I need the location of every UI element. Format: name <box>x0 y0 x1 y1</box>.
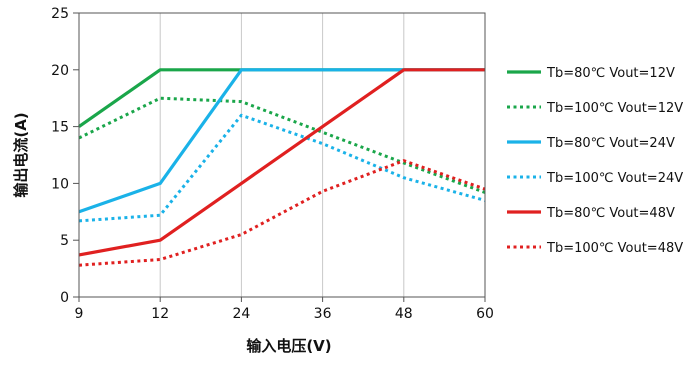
y-tick-label: 15 <box>51 120 69 136</box>
series-line-3 <box>78 68 485 214</box>
legend-label-6: Tb=100℃ Vout=48V <box>546 241 683 256</box>
axes: 0 5 10 15 20 25 9 12 24 36 48 60 <box>51 6 494 322</box>
legend-label-3: Tb=80℃ Vout=24V <box>546 136 675 151</box>
legend-label-1: Tb=80℃ Vout=12V <box>546 66 675 81</box>
y-axis-label: 输出电流(A) <box>12 112 30 197</box>
x-tick-label: 12 <box>151 306 169 322</box>
legend-label-5: Tb=80℃ Vout=48V <box>546 206 675 221</box>
x-tick-label: 36 <box>314 306 332 322</box>
y-tick-label: 0 <box>60 290 69 306</box>
x-tick-label: 24 <box>232 306 250 322</box>
series-line-2 <box>78 96 486 194</box>
legend-label-4: Tb=100℃ Vout=24V <box>546 171 683 186</box>
x-tick-label: 48 <box>395 306 413 322</box>
series-line-4 <box>78 113 486 223</box>
y-tick-label: 25 <box>51 6 69 22</box>
series-line-6 <box>78 159 486 267</box>
x-axis-label: 输入电压(V) <box>246 337 331 355</box>
x-tick-label: 9 <box>75 306 84 322</box>
y-tick-label: 5 <box>60 233 69 249</box>
y-tick-label: 10 <box>51 176 69 192</box>
plot-frame <box>78 12 486 298</box>
series-line-5 <box>78 68 485 257</box>
plot-area <box>78 13 486 297</box>
legend: Tb=80℃ Vout=12V Tb=100℃ Vout=12V Tb=80℃ Vo… <box>507 66 683 256</box>
y-tick-label: 20 <box>51 63 69 79</box>
legend-label-2: Tb=100℃ Vout=12V <box>546 101 683 116</box>
x-tick-label: 60 <box>476 306 494 322</box>
